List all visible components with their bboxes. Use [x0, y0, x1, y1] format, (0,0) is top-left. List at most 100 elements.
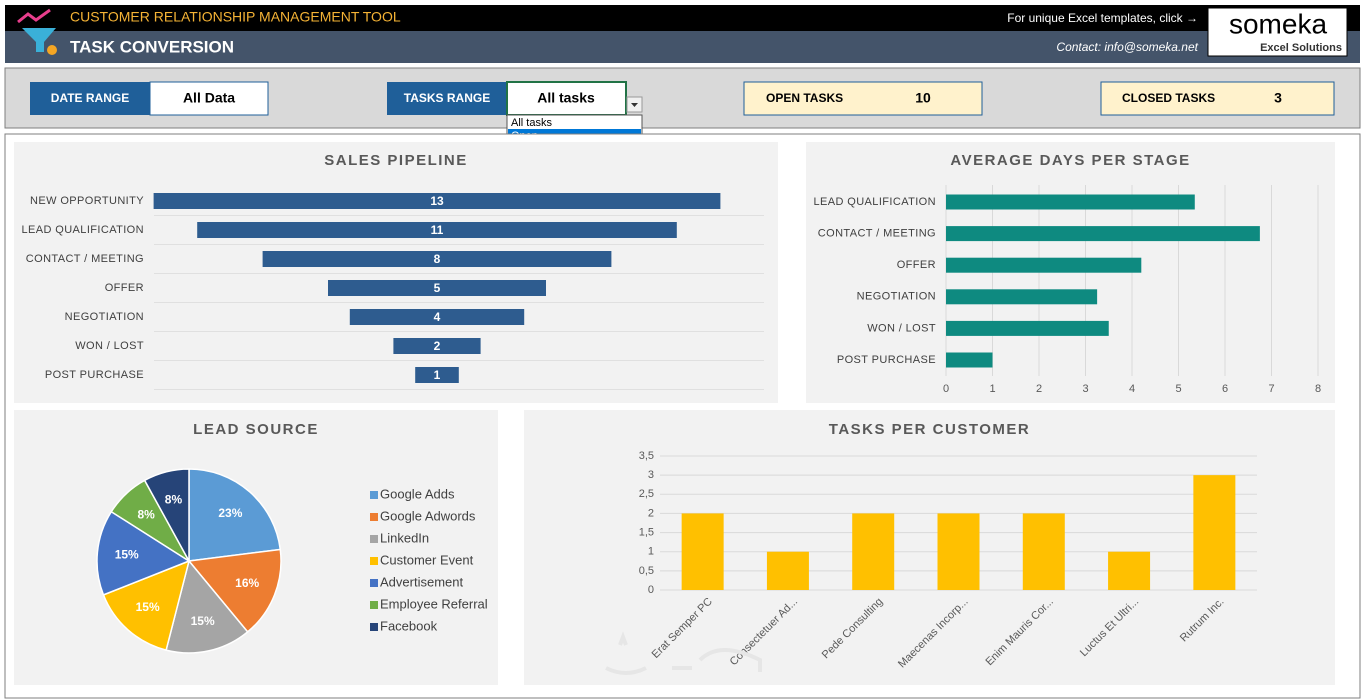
- legend-label: Facebook: [380, 618, 438, 633]
- pie-slice: [96, 510, 191, 596]
- category-label: CONTACT / MEETING: [26, 253, 144, 265]
- x-tick-label: 8: [1315, 383, 1321, 395]
- pie-slice: [188, 468, 282, 562]
- chart-title: LEAD SOURCE: [193, 421, 319, 438]
- bar: [1193, 475, 1236, 590]
- y-tick-label: 3: [648, 469, 654, 481]
- bar: [1022, 513, 1065, 590]
- filter-label: DATE RANGE: [51, 91, 129, 105]
- legend-label: Advertisement: [380, 574, 463, 589]
- bar: [415, 367, 459, 383]
- bar: [937, 513, 980, 590]
- filter-label: TASKS RANGE: [404, 91, 490, 105]
- logo-box[interactable]: [1207, 7, 1348, 57]
- pie-slice: [143, 468, 190, 562]
- bar: [262, 251, 612, 267]
- legend-swatch: [370, 557, 378, 565]
- bar: [946, 352, 993, 368]
- chart-title: AVERAGE DAYS PER STAGE: [950, 152, 1190, 169]
- bar: [946, 320, 1109, 336]
- y-tick-label: 0,5: [639, 565, 654, 577]
- kpi-box: [743, 81, 983, 116]
- kpi-value: 3: [1274, 90, 1282, 106]
- legend-swatch: [370, 513, 378, 521]
- category-label: NEGOTIATION: [857, 291, 936, 303]
- data-label: 16%: [235, 576, 259, 590]
- bar: [946, 289, 1098, 305]
- bar: [681, 513, 724, 590]
- category-label: NEW OPPORTUNITY: [30, 195, 144, 207]
- data-label: 15%: [136, 600, 160, 614]
- kpi-label: OPEN TASKS: [766, 91, 843, 105]
- bar: [946, 226, 1260, 242]
- category-label: OFFER: [105, 282, 144, 294]
- app-icon: [17, 8, 57, 55]
- filter-label-box: [30, 82, 150, 115]
- bar: [153, 193, 721, 209]
- x-tick-label: 3: [1082, 383, 1088, 395]
- category-label: NEGOTIATION: [65, 311, 144, 323]
- data-label: 8: [434, 252, 441, 266]
- dropdown-option[interactable]: All tasks: [511, 117, 552, 129]
- kpi-box: [1100, 81, 1335, 116]
- header-bar: [5, 5, 1360, 31]
- header-band: [5, 31, 1360, 63]
- filter-value-box[interactable]: [149, 81, 269, 116]
- bar: [393, 338, 481, 354]
- y-tick-label: 0: [648, 584, 654, 596]
- chart-panel: SALES PIPELINE NEW OPPORTUNITY 13 LEAD QUAL…: [14, 142, 778, 403]
- bar: [946, 194, 1195, 210]
- data-label: 15%: [191, 614, 215, 628]
- chart-title: TASKS PER CUSTOMER: [829, 421, 1030, 438]
- x-tick-label: 1: [989, 383, 995, 395]
- x-tick-label: 6: [1222, 383, 1228, 395]
- legend-label: LinkedIn: [380, 530, 429, 545]
- header-subtitle: TASK CONVERSION: [70, 37, 234, 56]
- chart-title: SALES PIPELINE: [324, 152, 468, 169]
- y-tick-label: 2: [648, 507, 654, 519]
- data-label: 2: [434, 339, 441, 353]
- kpi-label: CLOSED TASKS: [1122, 91, 1215, 105]
- category-label: CONTACT / MEETING: [818, 228, 936, 240]
- x-tick-label: 2: [1036, 383, 1042, 395]
- kpi-value: 10: [915, 90, 931, 106]
- bar: [349, 309, 525, 325]
- legend-label: Customer Event: [380, 552, 474, 567]
- x-tick-label: 4: [1129, 383, 1135, 395]
- category-label: LEAD QUALIFICATION: [21, 224, 144, 236]
- category-label: WON / LOST: [75, 340, 144, 352]
- contact: Contact: info@someka.net: [1056, 40, 1198, 54]
- filter-value: All Data: [183, 90, 235, 106]
- x-tick-label: 5: [1175, 383, 1181, 395]
- x-tick-label: 7: [1268, 383, 1274, 395]
- panel-bg: [14, 142, 778, 403]
- legend-swatch: [370, 491, 378, 499]
- pie-slice: [102, 559, 191, 652]
- category-label: POST PURCHASE: [837, 354, 936, 366]
- bar: [766, 551, 809, 590]
- charts: SALES PIPELINE NEW OPPORTUNITY 1 3 LEAD QUAL…: [14, 142, 1335, 685]
- data-label: 23%: [218, 506, 242, 520]
- promo-link[interactable]: For unique Excel templates, click →: [1007, 11, 1198, 25]
- data-label: 15%: [115, 547, 139, 561]
- bar: [328, 280, 546, 296]
- legend-label: Google Adds: [380, 486, 455, 501]
- y-tick-label: 1: [648, 546, 654, 558]
- y-tick-label: 1,5: [639, 526, 654, 538]
- legend-swatch: [370, 601, 378, 609]
- bar: [197, 222, 677, 238]
- bar: [852, 513, 895, 590]
- chart-panel: AVERAGE DAYS PER STAGE 0 1 2 3 4 5 6 7 8 LEAD QUAL…: [806, 142, 1335, 403]
- category-label: WON / LOST: [867, 322, 936, 334]
- bar: [1108, 551, 1151, 590]
- logo: someka: [1229, 8, 1327, 39]
- filter-value-box[interactable]: [506, 81, 627, 116]
- watermark: [605, 631, 762, 675]
- y-tick-label: 2,5: [639, 488, 654, 500]
- legend-swatch: [370, 623, 378, 631]
- dropdown-arrow: [631, 103, 638, 107]
- data-label: 11: [431, 223, 444, 237]
- bar: [946, 257, 1142, 273]
